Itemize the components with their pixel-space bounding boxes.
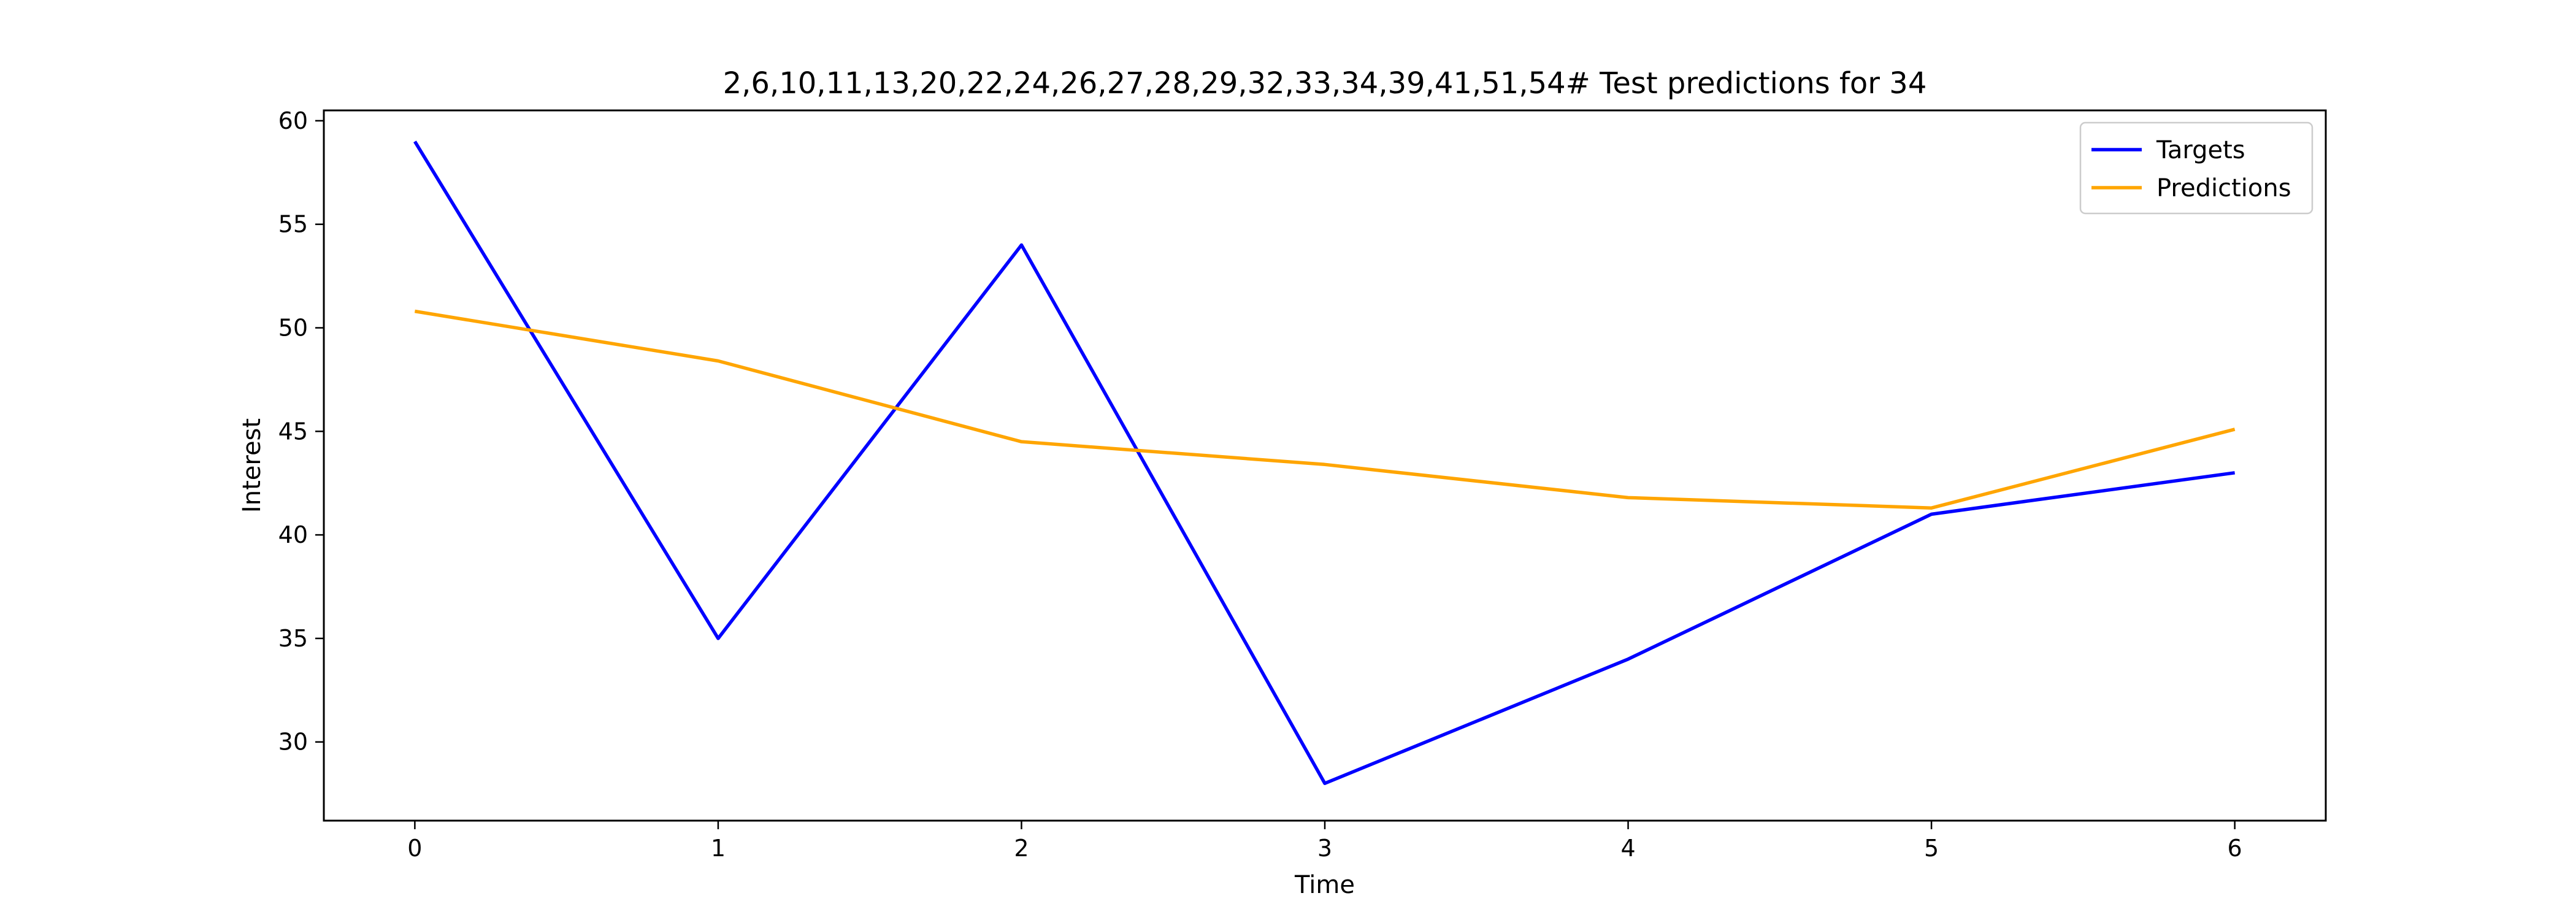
chart-title: 2,6,10,11,13,20,22,24,26,27,28,29,32,33,…: [723, 66, 1927, 101]
y-tick-label: 60: [278, 107, 308, 134]
y-tick-label: 45: [278, 418, 308, 445]
series-line-predictions: [414, 309, 2236, 510]
x-axis: 0 1 2 3 4 5 6: [407, 821, 2242, 862]
x-tick-label: 5: [1924, 835, 1939, 862]
x-tick-label: 0: [407, 835, 422, 862]
legend-label: Predictions: [2156, 174, 2291, 202]
legend-frame: [2079, 121, 2313, 215]
y-tick-label: 50: [278, 314, 308, 341]
series-layer: [413, 140, 2236, 785]
x-tick-label: 1: [711, 835, 726, 862]
x-tick-label: 4: [1620, 835, 1635, 862]
y-axis-label: Interest: [238, 418, 266, 513]
y-axis: 30 35 40 45 50 55 60: [278, 107, 324, 756]
y-tick-label: 30: [278, 729, 308, 756]
x-tick-label: 6: [2228, 835, 2242, 862]
x-axis-label: Time: [1294, 871, 1355, 899]
legend-label: Targets: [2156, 136, 2245, 164]
x-tick-label: 2: [1014, 835, 1029, 862]
legend: Targets Predictions: [2079, 121, 2313, 215]
series-line-targets: [413, 140, 2236, 785]
y-tick-label: 35: [278, 625, 308, 652]
y-tick-label: 40: [278, 521, 308, 548]
y-tick-label: 55: [278, 211, 308, 238]
x-tick-label: 3: [1317, 835, 1332, 862]
